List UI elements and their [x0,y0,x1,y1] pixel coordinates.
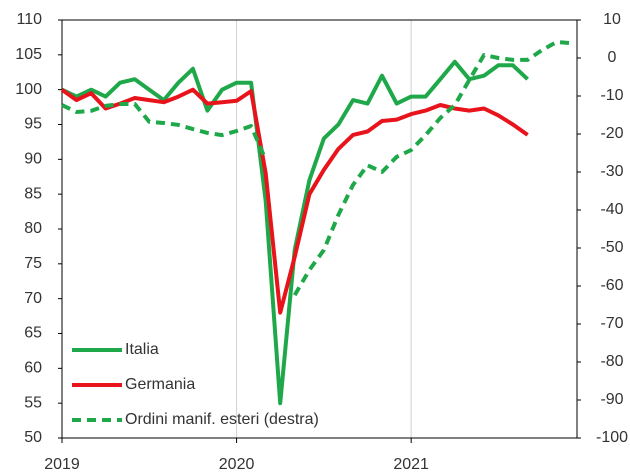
y-tick-label: 75 [24,255,42,272]
legend-label: Germania [125,376,195,393]
y2-tick-label: -60 [600,277,623,294]
y2-tick-label: -70 [600,315,623,332]
legend-label: Ordini manif. esteri (destra) [125,411,319,428]
y-tick-label: 90 [24,151,42,168]
y-tick-label: 80 [24,220,42,237]
x-tick-label: 2019 [44,456,80,473]
y-tick-label: 105 [15,46,42,63]
y-tick-label: 55 [24,394,42,411]
plot-frame [61,19,578,439]
series-line [60,87,529,315]
y-tick-label: 85 [24,185,42,202]
y2-tick-label: 0 [608,49,617,66]
y-tick-label: 60 [24,360,42,377]
y2-tick-label: -10 [600,87,623,104]
y-tick-label: 110 [16,11,42,28]
y-tick-label: 50 [24,429,42,446]
legend-label: Italia [125,341,159,358]
y2-tick-label: -40 [600,201,623,218]
y2-tick-label: -90 [600,391,623,408]
y-tick-label: 95 [24,116,42,133]
x-tick-label: 2020 [219,456,255,473]
y2-tick-label: -20 [600,125,623,142]
x-tick-label: 2021 [393,456,429,473]
series-line [61,40,572,297]
y-tick-label: 70 [24,290,42,307]
y2-tick-label: 10 [603,11,621,28]
y2-tick-label: -100 [596,429,628,446]
y2-tick-label: -50 [600,239,623,256]
y2-tick-label: -30 [600,163,623,180]
y-tick-label: 100 [15,81,42,98]
y-tick-label: 65 [24,325,42,342]
y2-tick-label: -80 [600,353,623,370]
